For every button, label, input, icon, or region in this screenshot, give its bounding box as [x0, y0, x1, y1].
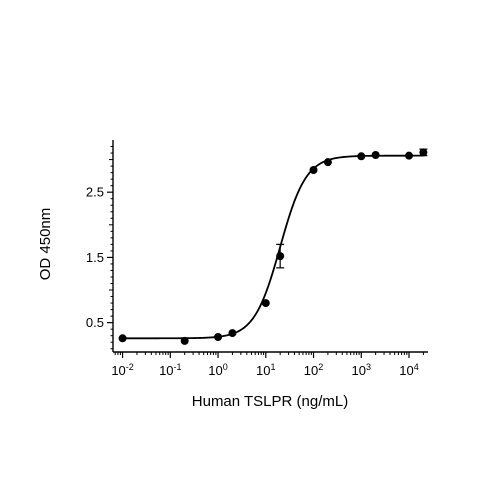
- y-tick-label: 1.5: [86, 250, 104, 265]
- plot-area: 0.5 1.5 2.5 10-2 10-1 100 101 102 103 104: [86, 140, 428, 378]
- data-point: [419, 148, 428, 157]
- data-point: [357, 152, 366, 161]
- fit-curve: [122, 154, 424, 340]
- data-point: [405, 151, 414, 160]
- y-tick-label: 0.5: [86, 315, 104, 330]
- data-point: [180, 336, 189, 345]
- x-tick-label: 104: [399, 362, 418, 378]
- x-axis-title: Human TSLPR (ng/mL): [192, 393, 348, 410]
- data-point: [118, 334, 127, 343]
- y-tick-label: 2.5: [86, 185, 104, 200]
- x-tick-label: 10-2: [111, 362, 133, 378]
- x-tick-label: 102: [304, 362, 323, 378]
- data-point: [261, 299, 270, 308]
- x-tick-label: 10-1: [159, 362, 181, 378]
- data-point: [309, 166, 318, 175]
- data-point: [228, 329, 237, 338]
- x-tick-label: 100: [208, 362, 227, 378]
- data-point: [214, 332, 223, 341]
- data-point: [371, 151, 380, 160]
- x-tick-label: 103: [352, 362, 371, 378]
- y-axis-title: OD 450nm: [37, 208, 54, 281]
- data-point: [323, 158, 332, 167]
- data-point: [276, 252, 285, 261]
- x-tick-label: 101: [256, 362, 275, 378]
